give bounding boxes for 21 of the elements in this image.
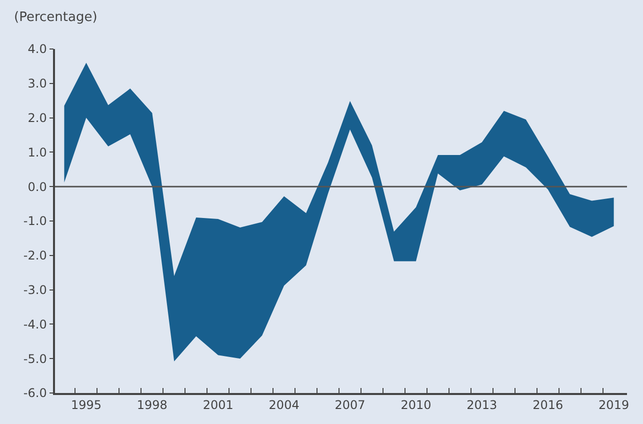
- y-tick-label: -6.0: [23, 386, 47, 400]
- y-tick-label: 4.0: [28, 42, 47, 56]
- y-tick-label: 1.0: [28, 145, 47, 160]
- x-tick-label: 2004: [268, 398, 300, 412]
- x-tick-label: 2007: [334, 398, 366, 412]
- y-tick-label: -4.0: [23, 317, 47, 332]
- y-tick-label: 2.0: [28, 111, 47, 125]
- x-tick-label: 2010: [400, 398, 432, 412]
- y-tick-label: -2.0: [23, 248, 47, 263]
- y-axis-title: (Percentage): [14, 10, 98, 25]
- x-tick-label: 2019: [598, 398, 630, 412]
- y-tick-label: 0.0: [28, 180, 47, 194]
- x-tick-label: 2001: [202, 398, 234, 412]
- y-tick-label: -3.0: [23, 283, 47, 297]
- x-tick-label: 1995: [70, 398, 102, 412]
- y-tick-label: -1.0: [23, 214, 47, 228]
- y-tick-label: -5.0: [23, 352, 47, 366]
- x-tick-label: 2013: [466, 398, 498, 412]
- x-tick-label: 1998: [136, 398, 168, 412]
- x-tick-label: 2016: [532, 398, 564, 412]
- y-tick-label: 3.0: [28, 76, 47, 91]
